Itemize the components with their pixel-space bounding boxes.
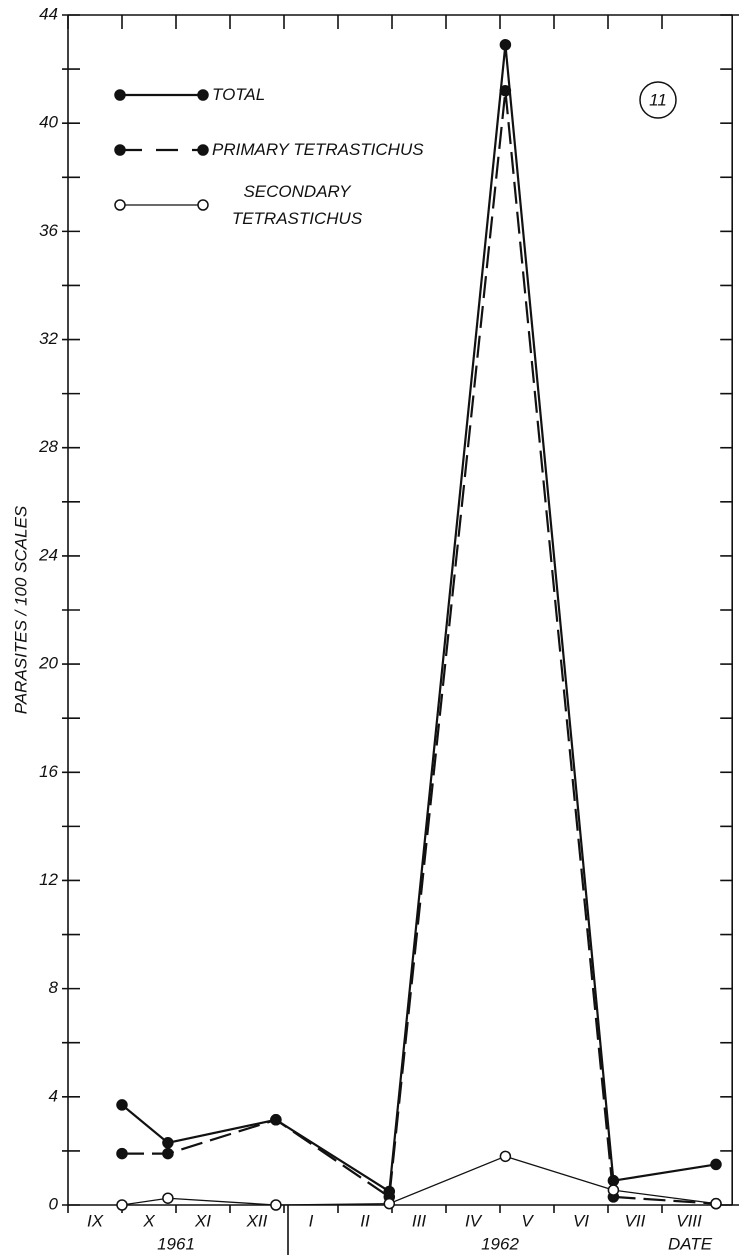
legend-marker: [197, 144, 209, 156]
y-tick-label: 32: [39, 329, 58, 348]
y-tick-label: 12: [39, 870, 58, 889]
y-tick-label: 16: [39, 762, 58, 781]
x-tick-label: VII: [625, 1211, 646, 1230]
data-point: [710, 1158, 722, 1171]
y-tick-label: 8: [49, 978, 59, 997]
data-point: [116, 1099, 128, 1111]
legend-marker: [114, 144, 126, 156]
y-tick-label: 20: [38, 654, 58, 673]
legend-marker: [197, 89, 209, 101]
y-tick-label: 44: [39, 4, 58, 23]
year-label: 1962: [481, 1234, 519, 1253]
legend-marker: [114, 89, 126, 101]
data-point: [270, 1114, 282, 1126]
year-label: 1961: [157, 1234, 195, 1253]
series-line: [122, 90, 717, 1205]
x-tick-label: IV: [465, 1211, 483, 1230]
data-point: [499, 1150, 512, 1163]
data-point: [162, 1147, 174, 1160]
x-tick-label: I: [309, 1211, 314, 1230]
y-axis-label: PARASITES / 100 SCALES: [11, 505, 30, 714]
legend-label: PRIMARY TETRASTICHUS: [212, 140, 424, 159]
y-tick-label: 36: [39, 221, 58, 240]
data-point: [499, 84, 512, 97]
x-axis-label: DATE: [668, 1234, 713, 1253]
y-tick-label: 40: [39, 113, 58, 132]
data-point: [116, 1147, 128, 1160]
data-point: [607, 1184, 620, 1196]
x-tick-label: X: [142, 1211, 155, 1230]
data-point: [383, 1197, 396, 1210]
data-point: [710, 1197, 722, 1210]
data-point: [607, 1174, 620, 1187]
y-tick-label: 24: [38, 545, 58, 564]
x-tick-label: VI: [573, 1211, 589, 1230]
data-point: [499, 39, 512, 51]
legend-label: TOTAL: [212, 85, 266, 104]
legend-marker: [114, 199, 126, 211]
x-tick-label: V: [521, 1211, 534, 1230]
x-tick-label: VIII: [676, 1211, 702, 1230]
legend-entry: SECONDARY TETRASTICHUS: [231, 182, 363, 228]
data-point: [162, 1137, 174, 1149]
x-tick-label: XI: [194, 1211, 211, 1230]
data-point: [270, 1199, 282, 1211]
x-tick-label: II: [360, 1211, 370, 1230]
y-tick-label: 4: [49, 1086, 58, 1105]
legend-entry: PRIMARY TETRASTICHUS: [212, 140, 424, 159]
y-tick-label: 0: [49, 1194, 59, 1213]
legend-entry: TOTAL: [212, 85, 266, 104]
x-tick-label: XII: [246, 1211, 268, 1230]
legend-marker: [197, 199, 209, 211]
annotation: 11: [649, 90, 667, 109]
data-point: [116, 1199, 128, 1211]
y-tick-label: 28: [38, 437, 58, 456]
legend-label: SECONDARY TETRASTICHUS: [231, 182, 363, 228]
annotation-circle: [639, 81, 677, 119]
data-point: [162, 1192, 174, 1204]
x-tick-label: III: [412, 1211, 426, 1230]
x-tick-label: IX: [87, 1211, 104, 1230]
